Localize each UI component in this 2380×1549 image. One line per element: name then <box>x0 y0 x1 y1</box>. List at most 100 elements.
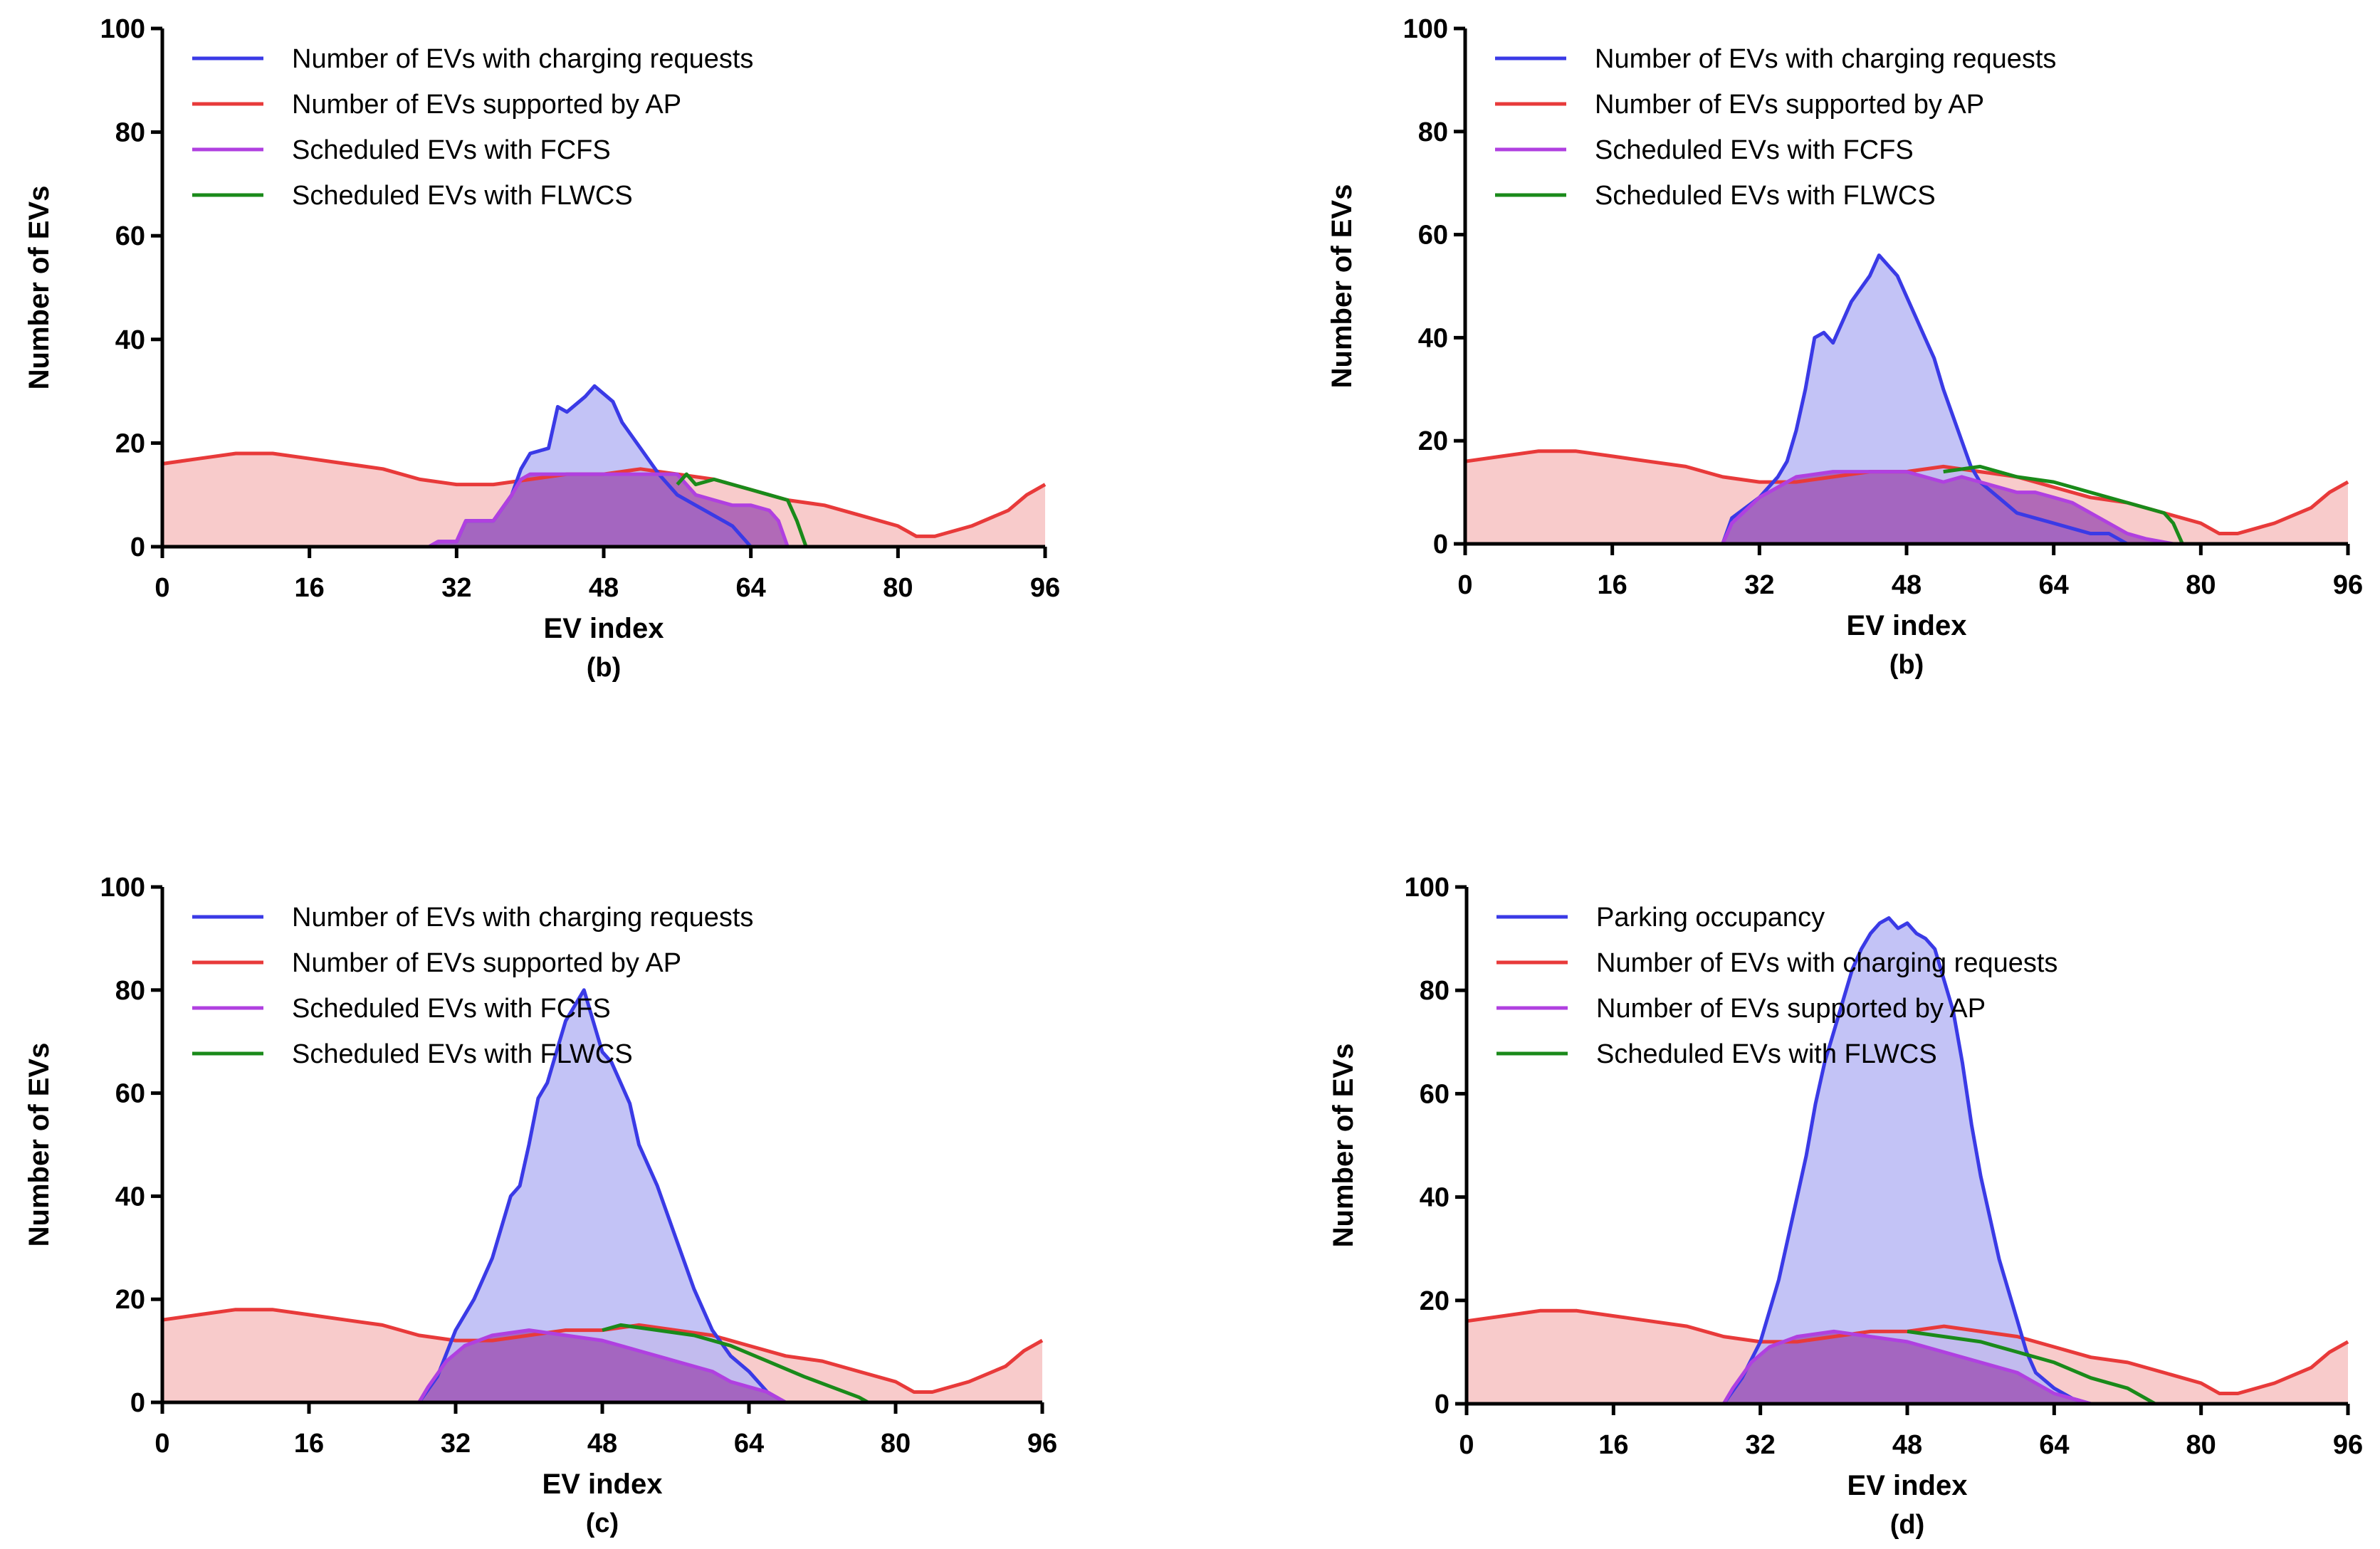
panel-caption: (c) <box>586 1508 619 1538</box>
x-tick-label: 0 <box>154 573 169 603</box>
panel-caption: (d) <box>1890 1510 1925 1540</box>
legend-label: Number of EVs supported by AP <box>292 948 681 978</box>
x-tick-label: 16 <box>1598 1430 1628 1460</box>
x-tick-label: 80 <box>2186 570 2216 600</box>
x-tick-label: 0 <box>154 1429 169 1459</box>
x-tick-label: 96 <box>1027 1429 1057 1459</box>
x-tick-label: 32 <box>441 573 471 603</box>
series-line-3 <box>676 472 808 547</box>
legend-label: Parking occupancy <box>1596 903 1825 933</box>
series-line-0 <box>162 1308 1044 1394</box>
x-tick-label: 0 <box>1457 570 1472 600</box>
series-line-3 <box>602 1323 869 1404</box>
y-tick-label: 60 <box>115 221 145 251</box>
legend-label: Number of EVs supported by AP <box>292 90 681 120</box>
x-tick-label: 96 <box>2333 570 2363 600</box>
x-tick-label: 48 <box>587 1429 617 1459</box>
x-axis-label: EV index <box>544 613 664 644</box>
y-axis-label: Number of EVs <box>1326 184 1358 389</box>
x-tick-label: 80 <box>2186 1430 2216 1460</box>
y-tick-label: 80 <box>115 976 145 1006</box>
legend-label: Scheduled EVs with FCFS <box>1595 135 1914 165</box>
series-line-3 <box>1907 1329 2156 1406</box>
y-axis-label: Number of EVs <box>23 186 55 390</box>
y-tick-label: 80 <box>115 118 145 148</box>
y-tick-label: 0 <box>1433 530 1448 560</box>
y-tick-label: 40 <box>1418 323 1448 353</box>
series-area-2 <box>162 1330 1042 1402</box>
y-tick-label: 60 <box>1418 221 1448 251</box>
series-line-0 <box>1466 1308 2349 1395</box>
chart-panel-top-left: 0 20 40 60 80 100 0 16 32 48 64 80 96 EV index (b) Numb… <box>23 14 1060 683</box>
panel-caption: (b) <box>587 653 622 683</box>
series-area-2 <box>162 474 1045 547</box>
series-line-1 <box>1465 253 2348 546</box>
x-tick-label: 48 <box>1892 570 1922 600</box>
series-area-2 <box>1467 1331 2348 1404</box>
x-tick-label: 96 <box>1030 573 1060 603</box>
chart-panel-top-right: 0 20 40 60 80 100 0 16 32 48 64 80 96 EV index (b) Numb… <box>1326 14 2363 680</box>
x-axis-label: EV index <box>542 1469 663 1500</box>
x-tick-label: 32 <box>1744 570 1774 600</box>
series-area-1 <box>1465 255 2348 544</box>
x-tick-label: 64 <box>736 573 766 603</box>
x-tick-label: 48 <box>589 573 619 603</box>
y-tick-label: 100 <box>100 14 145 44</box>
x-tick-label: 64 <box>734 1429 764 1459</box>
x-axis-label: EV index <box>1847 610 1967 641</box>
y-tick-label: 20 <box>1418 426 1448 456</box>
y-tick-label: 60 <box>1420 1079 1450 1109</box>
x-tick-label: 0 <box>1459 1430 1474 1460</box>
legend-label: Number of EVs with charging requests <box>1596 948 2057 978</box>
series-line-1 <box>162 988 1042 1404</box>
x-tick-label: 96 <box>2333 1430 2363 1460</box>
y-tick-label: 40 <box>1420 1183 1450 1213</box>
series-line-2 <box>1467 1329 2348 1406</box>
y-tick-label: 20 <box>115 429 145 458</box>
y-tick-label: 20 <box>1420 1286 1450 1316</box>
legend-label: Scheduled EVs with FCFS <box>292 135 611 165</box>
y-tick-label: 40 <box>115 325 145 355</box>
chart-panel-bottom-left: 0 20 40 60 80 100 0 16 32 48 64 80 96 EV index (c) Numb… <box>23 873 1057 1538</box>
x-tick-label: 48 <box>1892 1430 1922 1460</box>
legend: Number of EVs with charging requests Numb… <box>192 44 753 211</box>
legend-label: Scheduled EVs with FLWCS <box>1596 1039 1937 1069</box>
legend-label: Number of EVs with charging requests <box>1595 44 2056 74</box>
legend-label: Scheduled EVs with FLWCS <box>292 181 633 211</box>
legend-label: Scheduled EVs with FLWCS <box>292 1039 633 1069</box>
legend-label: Number of EVs supported by AP <box>1596 994 1986 1024</box>
x-tick-label: 80 <box>881 1429 911 1459</box>
y-tick-label: 100 <box>1405 873 1450 903</box>
legend: Parking occupancy Number of EVs with char… <box>1496 903 2057 1069</box>
x-tick-label: 16 <box>295 573 325 603</box>
x-tick-label: 80 <box>883 573 913 603</box>
y-tick-label: 60 <box>115 1079 145 1109</box>
x-tick-label: 64 <box>2039 570 2069 600</box>
series-area-1 <box>162 386 1045 547</box>
y-tick-label: 20 <box>115 1285 145 1315</box>
y-tick-label: 100 <box>100 873 145 903</box>
series-line-3 <box>1943 464 2184 545</box>
legend-label: Scheduled EVs with FLWCS <box>1595 181 1936 211</box>
x-axis-label: EV index <box>1847 1470 1968 1501</box>
legend-label: Scheduled EVs with FCFS <box>292 994 611 1024</box>
series-area-1 <box>1467 918 2348 1404</box>
series-line-0 <box>1464 449 2349 535</box>
x-tick-label: 16 <box>294 1429 324 1459</box>
x-tick-label: 64 <box>2039 1430 2069 1460</box>
y-tick-label: 0 <box>1435 1390 1450 1419</box>
panel-caption: (b) <box>1889 650 1924 680</box>
legend: Number of EVs with charging requests Numb… <box>192 903 753 1069</box>
y-tick-label: 100 <box>1403 14 1448 44</box>
series-area-2 <box>1465 471 2348 544</box>
legend-label: Number of EVs supported by AP <box>1595 90 1984 120</box>
series-line-2 <box>162 472 1045 549</box>
y-tick-label: 80 <box>1418 117 1448 147</box>
legend: Number of EVs with charging requests Numb… <box>1495 44 2056 211</box>
x-tick-label: 32 <box>441 1429 471 1459</box>
y-tick-label: 0 <box>130 1388 145 1418</box>
y-tick-label: 40 <box>115 1182 145 1212</box>
series-line-0 <box>162 451 1047 538</box>
y-tick-label: 0 <box>130 532 145 562</box>
